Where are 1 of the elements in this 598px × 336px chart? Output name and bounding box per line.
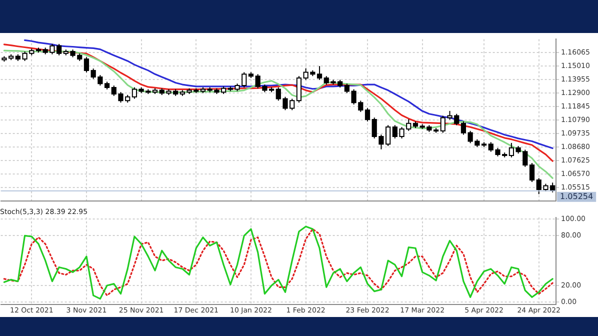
ref-line-label: 1.05254 (560, 192, 594, 201)
